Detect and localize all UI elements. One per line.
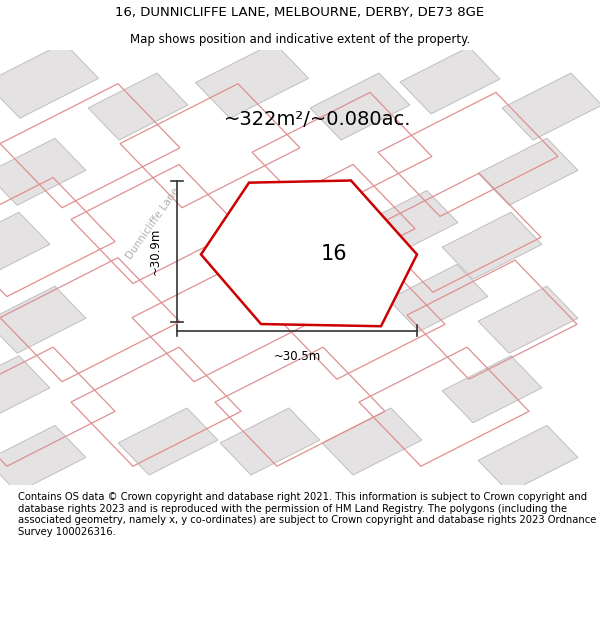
Text: Dunnicliffe Lane: Dunnicliffe Lane: [125, 186, 181, 262]
Text: ~322m²/~0.080ac.: ~322m²/~0.080ac.: [224, 110, 412, 129]
Polygon shape: [478, 426, 578, 493]
Polygon shape: [502, 73, 600, 140]
Polygon shape: [201, 181, 417, 326]
Text: 16: 16: [320, 244, 347, 264]
Polygon shape: [0, 42, 98, 118]
Text: Contains OS data © Crown copyright and database right 2021. This information is : Contains OS data © Crown copyright and d…: [18, 492, 596, 537]
Polygon shape: [118, 408, 218, 475]
Polygon shape: [0, 286, 86, 353]
Text: ~30.5m: ~30.5m: [274, 350, 320, 363]
Polygon shape: [400, 47, 500, 114]
Polygon shape: [442, 213, 542, 279]
Polygon shape: [196, 42, 308, 118]
Polygon shape: [478, 286, 578, 353]
Polygon shape: [220, 408, 320, 475]
Polygon shape: [310, 73, 410, 140]
Text: ~30.9m: ~30.9m: [149, 228, 162, 275]
Text: Map shows position and indicative extent of the property.: Map shows position and indicative extent…: [130, 34, 470, 46]
Polygon shape: [0, 213, 50, 279]
Polygon shape: [0, 138, 86, 205]
Polygon shape: [0, 356, 50, 422]
Polygon shape: [388, 264, 488, 331]
Polygon shape: [442, 356, 542, 422]
Text: 16, DUNNICLIFFE LANE, MELBOURNE, DERBY, DE73 8GE: 16, DUNNICLIFFE LANE, MELBOURNE, DERBY, …: [115, 6, 485, 19]
Polygon shape: [88, 73, 188, 140]
Polygon shape: [0, 426, 86, 493]
Polygon shape: [478, 138, 578, 205]
Polygon shape: [322, 408, 422, 475]
Polygon shape: [358, 191, 458, 258]
